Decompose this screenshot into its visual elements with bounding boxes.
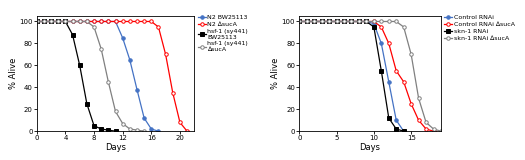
N2 BW25113 (41, 20, 47, 22)
Line: N2 ∆sucA: N2 ∆sucA (35, 20, 189, 133)
X-axis label: Days: Days (105, 143, 126, 152)
hsf-1 (sy441)
∆sucA (98, 48, 104, 50)
Control RNAi ∆sucA (393, 70, 400, 72)
N2 BW25113 (141, 117, 148, 119)
N2 BW25113 (105, 20, 111, 22)
Control RNAi ∆sucA (356, 20, 362, 22)
skn-1 RNAi (341, 20, 347, 22)
hsf-1 (sy441)
BW25113 (112, 130, 119, 132)
N2 ∆sucA (177, 121, 183, 123)
Control RNAi (371, 23, 377, 25)
skn-1 RNAi ∆sucA (296, 20, 302, 22)
N2 BW25113 (127, 59, 133, 61)
N2 BW25113 (98, 20, 104, 22)
Y-axis label: % Alive: % Alive (271, 58, 280, 89)
hsf-1 (sy441)
BW25113 (91, 125, 97, 127)
N2 ∆sucA (69, 20, 76, 22)
hsf-1 (sy441)
∆sucA (141, 130, 148, 132)
Control RNAi ∆sucA (333, 20, 340, 22)
Control RNAi ∆sucA (319, 20, 325, 22)
Control RNAi (401, 130, 407, 132)
skn-1 RNAi ∆sucA (356, 20, 362, 22)
N2 BW25113 (55, 20, 61, 22)
N2 ∆sucA (141, 20, 148, 22)
skn-1 RNAi (386, 117, 392, 119)
N2 ∆sucA (77, 20, 83, 22)
Line: Control RNAi: Control RNAi (298, 20, 405, 133)
skn-1 RNAi (348, 20, 354, 22)
Control RNAi ∆sucA (296, 20, 302, 22)
skn-1 RNAi (319, 20, 325, 22)
hsf-1 (sy441)
BW25113 (98, 128, 104, 130)
hsf-1 (sy441)
∆sucA (41, 20, 47, 22)
skn-1 RNAi ∆sucA (415, 97, 422, 99)
N2 BW25113 (155, 130, 162, 132)
skn-1 RNAi ∆sucA (401, 26, 407, 28)
X-axis label: Days: Days (360, 143, 381, 152)
Control RNAi (341, 20, 347, 22)
hsf-1 (sy441)
∆sucA (91, 26, 97, 28)
N2 ∆sucA (134, 20, 140, 22)
Control RNAi (319, 20, 325, 22)
N2 ∆sucA (127, 20, 133, 22)
Control RNAi (386, 81, 392, 83)
skn-1 RNAi ∆sucA (319, 20, 325, 22)
Control RNAi ∆sucA (423, 128, 429, 130)
Control RNAi ∆sucA (326, 20, 332, 22)
Line: N2 BW25113: N2 BW25113 (35, 20, 160, 133)
skn-1 RNAi ∆sucA (311, 20, 317, 22)
N2 BW25113 (134, 88, 140, 90)
N2 ∆sucA (83, 20, 90, 22)
N2 BW25113 (148, 128, 154, 130)
Control RNAi ∆sucA (348, 20, 354, 22)
hsf-1 (sy441)
BW25113 (48, 20, 54, 22)
Control RNAi (311, 20, 317, 22)
hsf-1 (sy441)
∆sucA (69, 20, 76, 22)
Control RNAi (296, 20, 302, 22)
Control RNAi (378, 42, 384, 44)
skn-1 RNAi ∆sucA (341, 20, 347, 22)
hsf-1 (sy441)
∆sucA (62, 20, 69, 22)
N2 ∆sucA (91, 20, 97, 22)
hsf-1 (sy441)
BW25113 (83, 103, 90, 105)
skn-1 RNAi ∆sucA (303, 20, 310, 22)
hsf-1 (sy441)
∆sucA (127, 128, 133, 130)
Control RNAi (348, 20, 354, 22)
N2 BW25113 (120, 37, 126, 39)
hsf-1 (sy441)
BW25113 (105, 129, 111, 131)
skn-1 RNAi ∆sucA (423, 121, 429, 123)
skn-1 RNAi ∆sucA (430, 128, 437, 130)
N2 ∆sucA (162, 53, 169, 55)
hsf-1 (sy441)
BW25113 (77, 64, 83, 66)
skn-1 RNAi ∆sucA (393, 20, 400, 22)
N2 ∆sucA (112, 20, 119, 22)
Line: skn-1 RNAi ∆sucA: skn-1 RNAi ∆sucA (298, 20, 443, 133)
N2 ∆sucA (120, 20, 126, 22)
skn-1 RNAi ∆sucA (378, 20, 384, 22)
Legend: Control RNAi, Control RNAi ∆sucA, skn-1 RNAi, skn-1 RNAi ∆sucA: Control RNAi, Control RNAi ∆sucA, skn-1 … (444, 14, 516, 42)
Y-axis label: % Alive: % Alive (9, 58, 18, 89)
hsf-1 (sy441)
∆sucA (120, 123, 126, 124)
hsf-1 (sy441)
∆sucA (48, 20, 54, 22)
skn-1 RNAi ∆sucA (438, 130, 444, 132)
N2 BW25113 (62, 20, 69, 22)
N2 ∆sucA (155, 26, 162, 28)
Control RNAi ∆sucA (371, 20, 377, 22)
N2 ∆sucA (98, 20, 104, 22)
Line: hsf-1 (sy441)
∆sucA: hsf-1 (sy441) ∆sucA (35, 20, 146, 133)
skn-1 RNAi ∆sucA (386, 20, 392, 22)
hsf-1 (sy441)
∆sucA (55, 20, 61, 22)
Control RNAi ∆sucA (415, 119, 422, 121)
Line: hsf-1 (sy441)
BW25113: hsf-1 (sy441) BW25113 (35, 20, 117, 133)
N2 ∆sucA (148, 20, 154, 22)
hsf-1 (sy441)
∆sucA (77, 20, 83, 22)
skn-1 RNAi (371, 26, 377, 28)
skn-1 RNAi (311, 20, 317, 22)
N2 ∆sucA (62, 20, 69, 22)
hsf-1 (sy441)
∆sucA (105, 81, 111, 83)
Control RNAi (326, 20, 332, 22)
N2 ∆sucA (34, 20, 40, 22)
Control RNAi ∆sucA (408, 103, 414, 105)
skn-1 RNAi (401, 130, 407, 132)
Control RNAi ∆sucA (378, 26, 384, 28)
